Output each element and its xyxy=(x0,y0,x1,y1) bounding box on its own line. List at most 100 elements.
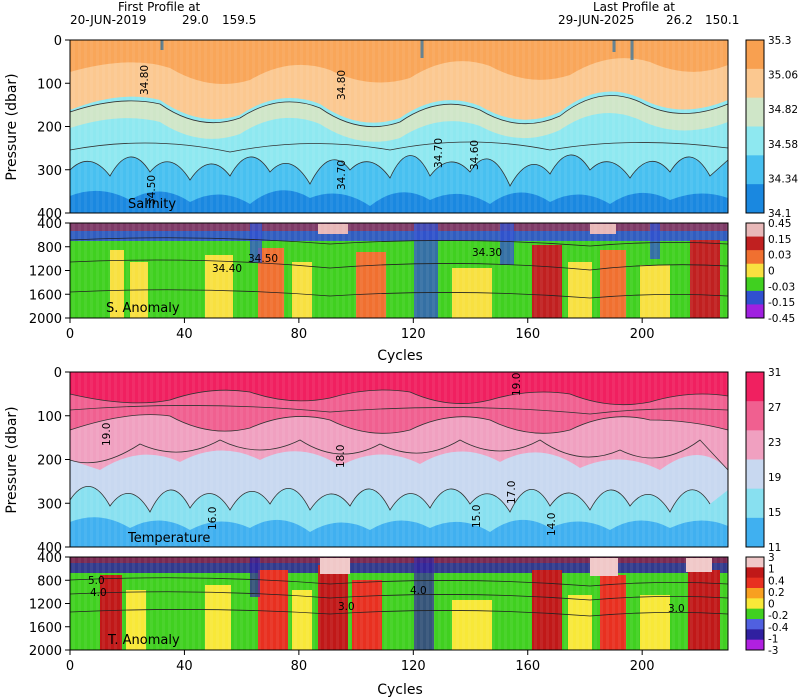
y-tick-label: 1600 xyxy=(29,288,62,303)
colorbar-label: 0.2 xyxy=(768,587,785,599)
x-tick-label: 120 xyxy=(401,327,426,342)
colorbar-label: 35.3 xyxy=(768,35,791,47)
colorbar-swatch xyxy=(746,290,764,305)
tanomaly-colorbar: 310.40.20-0.2-0.4-1-3 xyxy=(745,552,789,657)
colorbar-swatch xyxy=(746,155,764,185)
last-profile-lon: 150.1 xyxy=(705,13,739,27)
temperature-contour-label: 19.0 xyxy=(101,423,113,446)
y-tick-label: 400 xyxy=(37,541,62,556)
colorbar-swatch xyxy=(746,629,764,641)
salinity-anomaly-heatmap xyxy=(69,223,729,318)
last-profile-label: Last Profile at xyxy=(593,0,675,14)
colorbar-label: -1 xyxy=(768,633,778,645)
temperature-colorbar: 31 27 23 19 15 11 xyxy=(745,367,781,554)
colorbar-label: -0.15 xyxy=(768,297,795,309)
colorbar-frame xyxy=(745,556,765,651)
x-tick-label: 80 xyxy=(291,327,308,342)
y-tick-label: 800 xyxy=(37,574,62,589)
colorbar-label: 23 xyxy=(768,437,781,449)
colorbar-swatch xyxy=(746,619,764,630)
colorbar-swatch xyxy=(746,430,764,460)
last-profile-date: 29-JUN-2025 xyxy=(558,13,634,27)
salinity-panel-label: Salinity xyxy=(128,197,176,212)
temperature-anomaly-panel: 5.0 4.0 4.0 3.0 3.0 T. Anomaly 400800120… xyxy=(29,551,789,659)
colorbar-swatch xyxy=(746,401,764,431)
colorbar-swatch xyxy=(746,223,764,238)
x-tick-label: 160 xyxy=(515,327,540,342)
colorbar-swatch xyxy=(746,517,764,548)
salinity-contour-label: 34.70 xyxy=(336,160,348,190)
tanomaly-y-axis: 400 800 1200 1600 2000 xyxy=(29,551,70,659)
y-tick-label: 100 xyxy=(37,410,62,425)
colorbar-label: -0.2 xyxy=(768,610,789,622)
temperature-contour-label: 19.0 xyxy=(511,373,523,396)
colorbar-label: 31 xyxy=(768,367,781,379)
colorbar-label: -0.03 xyxy=(768,281,795,293)
colorbar-frame xyxy=(745,39,765,214)
temperature-anomaly-heatmap xyxy=(69,557,729,650)
tanomaly-contour-label: 3.0 xyxy=(338,601,355,613)
colorbar-swatch xyxy=(746,488,764,519)
y-tick-label: 1600 xyxy=(29,621,62,636)
y-tick-label: 2000 xyxy=(29,312,62,327)
colorbar-label: 0.45 xyxy=(768,218,791,230)
colorbar-label: 0 xyxy=(768,599,775,611)
colorbar-label: 0.03 xyxy=(768,250,791,262)
colorbar-frame xyxy=(745,371,765,548)
colorbar-label: -3 xyxy=(768,645,778,657)
colorbar-label: 15 xyxy=(768,507,781,519)
colorbar-label: 1 xyxy=(768,564,775,576)
x-tick-label: 160 xyxy=(515,659,540,674)
y-tick-label: 1200 xyxy=(29,598,62,613)
colorbar-label: 35.06 xyxy=(768,70,798,82)
y-tick-label: 0 xyxy=(54,366,62,381)
sanomaly-contour-label: 34.50 xyxy=(248,253,278,265)
first-profile-date: 20-JUN-2019 xyxy=(70,13,146,27)
figure-header: First Profile at 20-JUN-2019 29.0 159.5 … xyxy=(70,0,739,27)
colorbar-swatch xyxy=(746,577,764,589)
upper-x-axis-label: Cycles xyxy=(377,348,423,364)
colorbar-label: 0 xyxy=(768,266,775,278)
upper-x-axis: 0 40 80 120 160 200 xyxy=(66,318,655,342)
colorbar-swatch xyxy=(746,97,764,127)
salinity-contour-label: 34.80 xyxy=(336,70,348,100)
y-tick-label: 200 xyxy=(37,454,62,469)
x-tick-label: 40 xyxy=(176,659,193,674)
tanomaly-contour-label: 4.0 xyxy=(410,585,427,597)
y-tick-label: 1200 xyxy=(29,265,62,280)
colorbar-swatch xyxy=(746,250,764,265)
x-tick-label: 0 xyxy=(66,659,74,674)
sanomaly-contour-label: 34.40 xyxy=(212,263,242,275)
salinity-contour-label: 34.60 xyxy=(469,140,481,170)
colorbar-label: 3 xyxy=(768,552,775,564)
salinity-heatmap xyxy=(69,40,729,213)
salinity-y-axis: 0 100 200 300 400 xyxy=(37,34,70,222)
colorbar-label: 34.1 xyxy=(768,208,791,220)
tanomaly-contour-label: 5.0 xyxy=(88,575,105,587)
temperature-contour-label: 17.0 xyxy=(506,481,518,504)
x-tick-label: 120 xyxy=(401,659,426,674)
colorbar-swatch xyxy=(746,304,764,319)
colorbar-swatch xyxy=(746,639,764,651)
salinity-contour-label: 34.70 xyxy=(433,138,445,168)
salinity-anomaly-panel: 34.40 34.50 34.30 S. Anomaly 400 800 1200 1… xyxy=(29,217,795,327)
colorbar-swatch xyxy=(746,598,764,610)
y-tick-label: 800 xyxy=(37,241,62,256)
sanomaly-colorbar: 0.45 0.15 0.03 0 -0.03 -0.15 -0.45 xyxy=(745,218,795,325)
colorbar-label: 27 xyxy=(768,402,781,414)
colorbar-swatch xyxy=(746,567,764,579)
salinity-contour-label: 34.50 xyxy=(146,175,158,205)
colorbar-label: -0.45 xyxy=(768,313,795,325)
colorbar-frame xyxy=(745,222,765,319)
y-tick-label: 100 xyxy=(37,77,62,92)
colorbar-swatch xyxy=(746,557,764,568)
colorbar-label: 11 xyxy=(768,542,781,554)
last-profile-lat: 26.2 xyxy=(666,13,693,27)
y-tick-label: 300 xyxy=(37,497,62,512)
tanomaly-contour-label: 3.0 xyxy=(668,603,685,615)
temperature-contour-label: 18.0 xyxy=(335,445,347,468)
temperature-contour-label: 14.0 xyxy=(546,513,558,536)
temperature-panel: 19.0 19.0 18.0 17.0 16.0 15.0 14.0 Tempe… xyxy=(4,366,781,556)
lower-x-axis-label: Cycles xyxy=(377,682,423,698)
